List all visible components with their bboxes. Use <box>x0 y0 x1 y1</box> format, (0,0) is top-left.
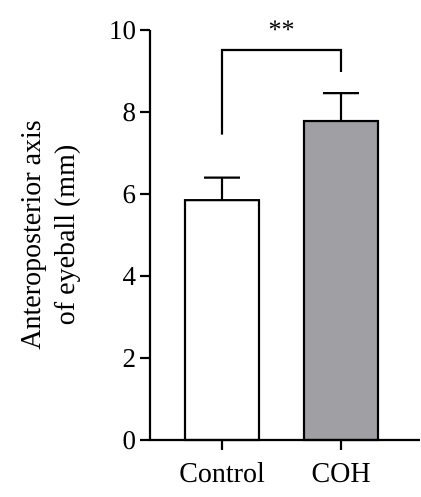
y-tick-label: 10 <box>109 15 136 45</box>
bars <box>183 92 380 442</box>
significance-bracket-line <box>220 48 343 135</box>
y-tick-label: 8 <box>123 97 137 127</box>
bar-control <box>183 199 261 442</box>
y-axis-title-line-2: of eyeball (mm) <box>50 145 81 325</box>
significance-bracket: ** <box>220 15 343 135</box>
x-axis-ticks: Control COH <box>179 440 371 489</box>
y-tick-label: 2 <box>123 343 137 373</box>
x-tick-label-control: Control <box>179 458 265 489</box>
y-tick-label: 0 <box>123 425 137 455</box>
y-axis-title-line-1: Anteroposterior axis <box>16 120 47 349</box>
y-tick-label: 6 <box>123 179 137 209</box>
y-axis-ticks: 0 2 4 6 8 10 <box>109 15 150 455</box>
y-tick-label: 4 <box>123 261 137 291</box>
bar-coh <box>302 119 380 442</box>
x-tick-label-coh: COH <box>311 458 370 489</box>
significance-label: ** <box>269 15 295 44</box>
y-axis-title: Anteroposterior axis of eyeball (mm) <box>16 120 81 349</box>
